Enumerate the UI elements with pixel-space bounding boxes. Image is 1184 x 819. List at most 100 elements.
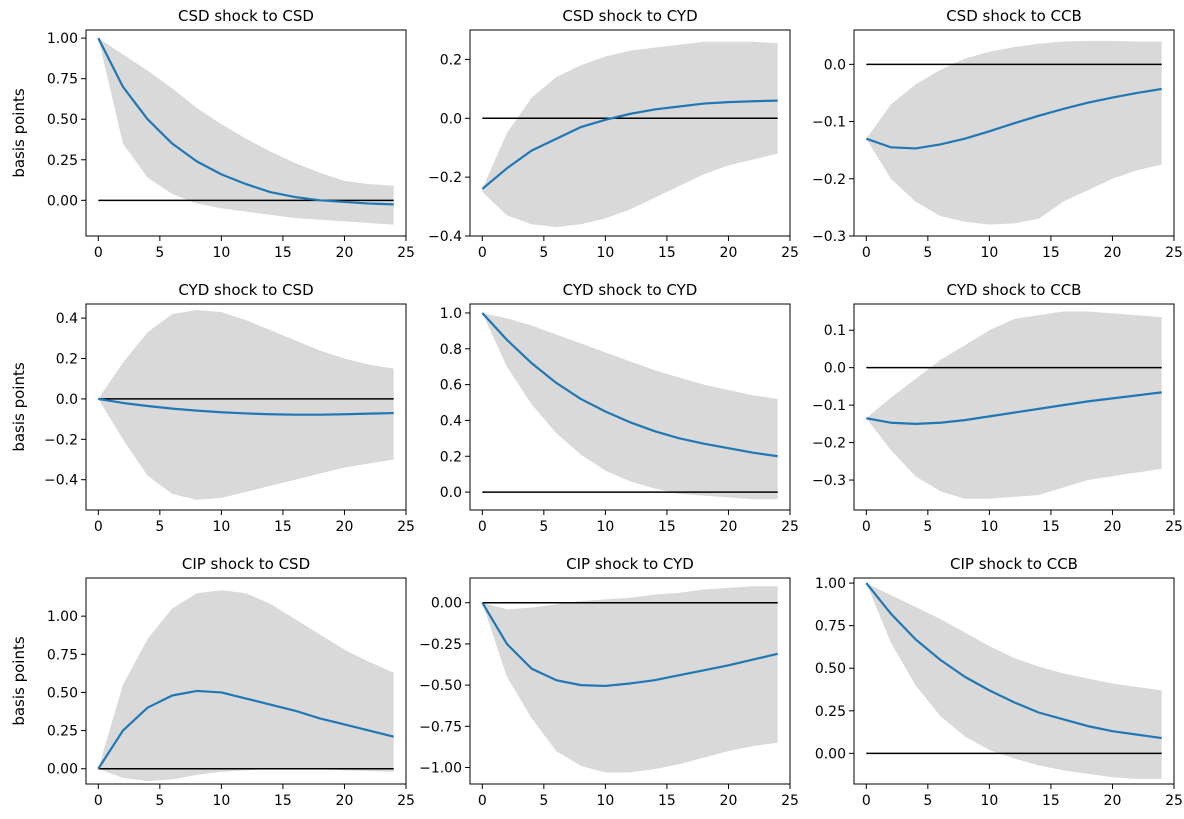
y-tick-label: 1.00 — [47, 609, 78, 625]
x-tick-label: 0 — [94, 793, 103, 809]
chart-panel: 0 5 10 15 20 25 0.00 0.25 0.50 0.75 1.00 CSD shock … — [10, 7, 415, 261]
y-tick-label: 0.8 — [440, 342, 462, 358]
x-tick-label: 10 — [212, 793, 230, 809]
response-line — [865, 582, 1162, 740]
x-tick-label: 20 — [720, 245, 738, 261]
plot-frame — [853, 577, 1175, 785]
chart-panel: 0 5 10 15 20 25 0.00 0.25 0.50 0.75 1.00 CIP shock … — [815, 555, 1183, 809]
x-tick-label: 5 — [155, 793, 164, 809]
confidence-band — [98, 38, 394, 225]
x-tick-label: 10 — [596, 245, 614, 261]
y-tick-label: −0.4 — [428, 229, 462, 245]
chart-title: CYD shock to CSD — [178, 281, 313, 299]
y-tick-label: 1.0 — [440, 306, 462, 322]
confidence-band — [482, 586, 778, 773]
x-tick-label: 10 — [980, 793, 998, 809]
response-line — [866, 391, 1162, 425]
chart-title: CYD shock to CCB — [947, 281, 1082, 299]
x-tick-label: 25 — [781, 245, 799, 261]
x-tick-label: 0 — [478, 245, 487, 261]
x-tick-label: 10 — [212, 519, 230, 535]
y-axis-label: basis points — [10, 88, 28, 178]
x-tick-label: 20 — [1104, 245, 1122, 261]
y-tick-label: 0.75 — [815, 619, 846, 635]
y-tick-label: −1.00 — [419, 761, 462, 777]
x-tick-label: 20 — [1104, 793, 1122, 809]
x-tick-label: 25 — [397, 793, 415, 809]
y-tick-label: −0.1 — [812, 115, 846, 131]
chart-title: CSD shock to CCB — [946, 7, 1082, 25]
y-tick-label: 0.0 — [824, 361, 846, 377]
chart-title: CIP shock to CSD — [182, 555, 310, 573]
response-line — [865, 87, 1162, 150]
x-tick-label: 5 — [155, 245, 164, 261]
x-tick-label: 20 — [336, 793, 354, 809]
x-tick-label: 0 — [94, 245, 103, 261]
response-line — [481, 312, 778, 458]
x-tick-label: 25 — [397, 245, 415, 261]
x-tick-label: 0 — [478, 793, 487, 809]
y-tick-label: 0.2 — [56, 352, 78, 368]
chart-title: CIP shock to CYD — [566, 555, 694, 573]
x-tick-label: 25 — [1165, 793, 1183, 809]
y-tick-label: 0.75 — [47, 647, 78, 663]
x-tick-label: 15 — [1042, 793, 1060, 809]
y-tick-label: 1.00 — [47, 31, 78, 47]
x-tick-label: 25 — [781, 793, 799, 809]
y-tick-label: −0.75 — [419, 719, 462, 735]
y-tick-label: 0.2 — [440, 449, 462, 465]
y-tick-label: 0.25 — [47, 153, 78, 169]
y-tick-label: −0.50 — [419, 678, 462, 694]
x-tick-label: 25 — [397, 519, 415, 535]
confidence-band — [98, 310, 394, 500]
y-tick-label: 0.50 — [47, 685, 78, 701]
chart-panel: 0 5 10 15 20 25 −0.4 −0.2 0.0 0.2 0.4 CYD shock to … — [10, 281, 415, 535]
x-tick-label: 10 — [980, 245, 998, 261]
y-tick-label: 0.4 — [56, 311, 78, 327]
y-tick-label: 0.0 — [824, 57, 846, 73]
confidence-band — [482, 41, 778, 228]
chart-panel: 0 5 10 15 20 25 −1.00 −0.75 −0.50 −0.25 0.00 CIP sh… — [419, 555, 799, 809]
y-tick-label: 0.25 — [47, 724, 78, 740]
plot-frame — [853, 303, 1175, 511]
x-tick-label: 0 — [862, 519, 871, 535]
y-tick-label: −0.2 — [44, 432, 78, 448]
y-tick-label: −0.1 — [812, 398, 846, 414]
y-tick-label: 0.00 — [431, 596, 462, 612]
y-tick-label: 0.50 — [815, 661, 846, 677]
plot-frame — [469, 577, 791, 785]
x-tick-label: 15 — [658, 245, 676, 261]
x-tick-label: 20 — [720, 793, 738, 809]
x-tick-label: 5 — [923, 245, 932, 261]
y-tick-label: −0.3 — [812, 229, 846, 245]
confidence-band — [866, 40, 1162, 225]
y-axis-label: basis points — [10, 362, 28, 452]
plot-frame — [469, 29, 791, 237]
chart-title: CSD shock to CYD — [562, 7, 697, 25]
y-tick-label: 0.25 — [815, 704, 846, 720]
x-tick-label: 25 — [1165, 519, 1183, 535]
x-tick-label: 0 — [862, 793, 871, 809]
x-tick-label: 5 — [539, 519, 548, 535]
x-tick-label: 15 — [1042, 519, 1060, 535]
y-tick-label: 0.00 — [47, 762, 78, 778]
x-tick-label: 10 — [596, 519, 614, 535]
y-tick-label: −0.4 — [44, 473, 78, 489]
response-line — [97, 689, 394, 770]
y-tick-label: 0.0 — [440, 111, 462, 127]
plot-frame — [85, 577, 407, 785]
confidence-band — [866, 583, 1162, 779]
x-tick-label: 20 — [1104, 519, 1122, 535]
x-tick-label: 0 — [862, 245, 871, 261]
y-tick-label: 0.0 — [56, 392, 78, 408]
x-tick-label: 15 — [274, 793, 292, 809]
x-tick-label: 15 — [274, 519, 292, 535]
x-tick-label: 5 — [155, 519, 164, 535]
chart-title: CYD shock to CYD — [563, 281, 698, 299]
y-tick-label: 0.50 — [47, 112, 78, 128]
y-tick-label: 1.00 — [815, 576, 846, 592]
confidence-band — [866, 311, 1162, 499]
y-tick-label: −0.2 — [812, 436, 846, 452]
chart-title: CSD shock to CSD — [178, 7, 314, 25]
